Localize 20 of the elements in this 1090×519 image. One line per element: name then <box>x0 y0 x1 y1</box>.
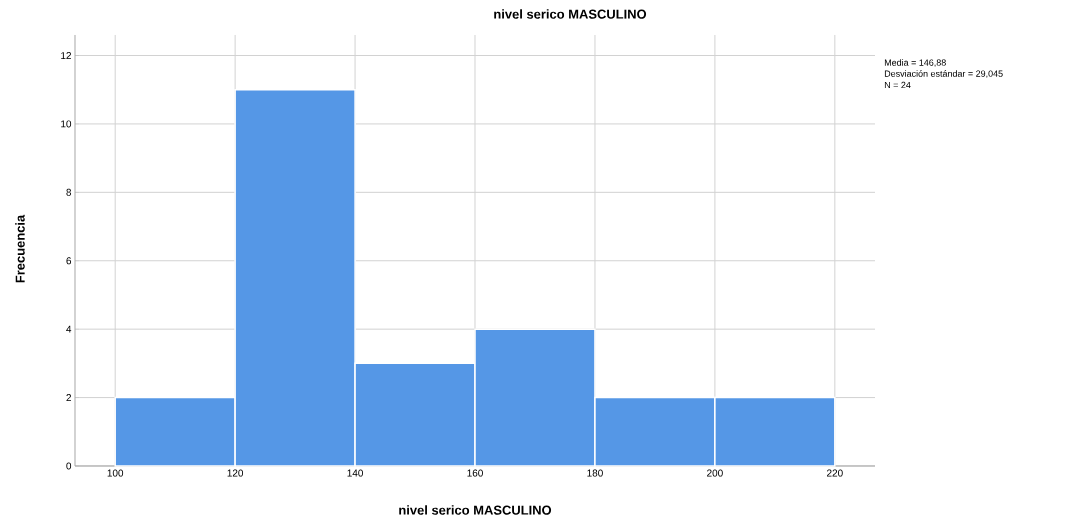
x-tick-label: 220 <box>827 469 843 477</box>
y-tick-label: 12 <box>61 52 71 59</box>
text: N = 24 <box>884 81 911 89</box>
y-tick-label: 6 <box>66 257 72 265</box>
x-tick-label: 100 <box>107 469 124 477</box>
text: Desviación estándar = 29,045 <box>884 70 1003 78</box>
x-tick-label: 200 <box>707 469 723 477</box>
x-tick-label: 120 <box>227 469 244 477</box>
y-tick-label: 4 <box>66 325 72 333</box>
y-tick-label: 0 <box>66 462 72 470</box>
x-axis-title: nivel serico MASCULINO <box>399 505 552 515</box>
y-tick-label: 8 <box>66 188 72 196</box>
chart-title: nivel serico MASCULINO <box>494 9 647 19</box>
text: Media = 146,88 <box>884 59 946 67</box>
y-tick-label: 2 <box>66 394 71 402</box>
x-tick-label: 160 <box>467 469 483 477</box>
y-axis-title: Frecuencia <box>15 214 25 283</box>
x-tick-label: 140 <box>347 469 363 477</box>
x-tick-label: 180 <box>587 469 603 477</box>
y-tick-label: 10 <box>61 120 72 128</box>
